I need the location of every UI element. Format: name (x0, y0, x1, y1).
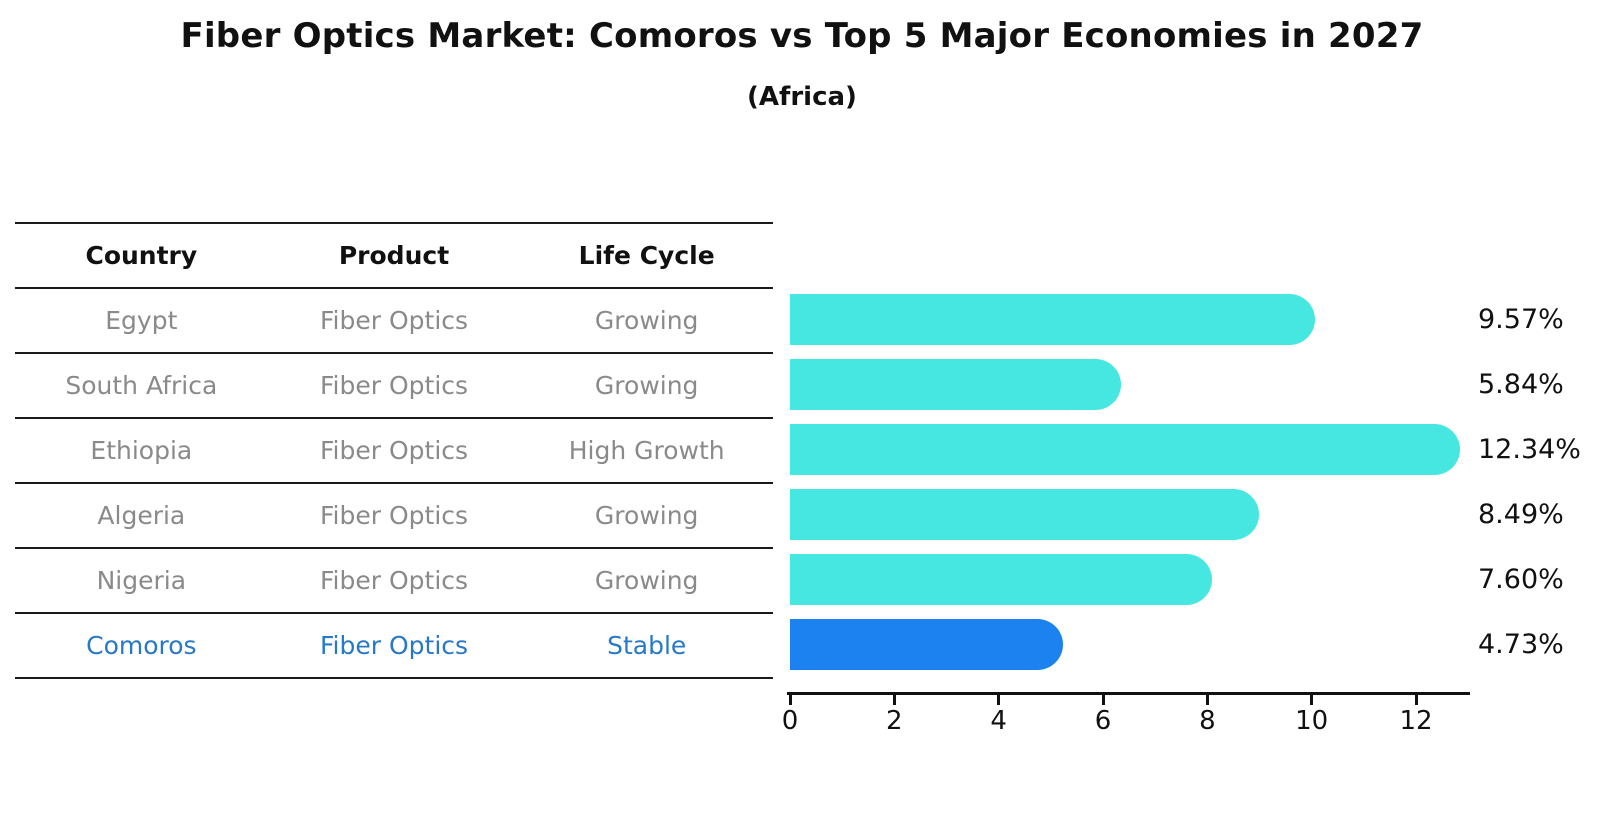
column-header-life-cycle: Life Cycle (578, 241, 715, 270)
table-header-row: Country Product Life Cycle (15, 224, 773, 289)
bar-value-label: 8.49% (1478, 498, 1564, 530)
bar-value-label: 4.73% (1478, 628, 1564, 660)
x-axis-tick (1205, 695, 1209, 705)
table-cell-life-cycle: High Growth (568, 436, 725, 465)
table-row: Algeria Fiber Optics Growing (15, 484, 773, 549)
bar-value-label: 5.84% (1478, 368, 1564, 400)
bar (790, 359, 1121, 410)
column-header-country: Country (85, 241, 198, 270)
x-axis-tick (1101, 695, 1105, 705)
bar-value-label: 12.34% (1478, 433, 1581, 465)
table-cell-product: Fiber Optics (319, 306, 469, 335)
table-cell-product: Fiber Optics (319, 631, 469, 660)
table-cell-country: Egypt (105, 306, 178, 335)
table-row: South Africa Fiber Optics Growing (15, 354, 773, 419)
table-row: Comoros Fiber Optics Stable (15, 614, 773, 679)
x-axis-line (787, 692, 1470, 695)
table-cell-country: Comoros (86, 631, 197, 660)
bar-value-label: 9.57% (1478, 303, 1564, 335)
x-axis-tick-label: 2 (886, 706, 903, 736)
bar (790, 294, 1316, 345)
bar-value-label: 7.60% (1478, 563, 1564, 595)
comparison-table: Country Product Life Cycle Egypt Fiber Op… (15, 222, 773, 679)
chart-title: Fiber Optics Market: Comoros vs Top 5 Ma… (180, 16, 1424, 56)
table-cell-product: Fiber Optics (319, 501, 469, 530)
column-header-product: Product (338, 241, 450, 270)
table-cell-life-cycle: Growing (594, 371, 699, 400)
table-row: Ethiopia Fiber Optics High Growth (15, 419, 773, 484)
x-axis-tick (892, 695, 896, 705)
table-cell-country: Nigeria (96, 566, 187, 595)
bar (790, 489, 1259, 540)
x-axis-tick (788, 695, 792, 705)
table-cell-life-cycle: Stable (607, 631, 687, 660)
table-cell-life-cycle: Growing (594, 501, 699, 530)
bar (790, 424, 1460, 475)
x-axis-tick-label: 12 (1399, 706, 1433, 736)
table-cell-country: Algeria (97, 501, 186, 530)
table-row: Nigeria Fiber Optics Growing (15, 549, 773, 614)
table-cell-life-cycle: Growing (594, 566, 699, 595)
x-axis-tick-label: 0 (781, 706, 799, 736)
table-row: Egypt Fiber Optics Growing (15, 289, 773, 354)
x-axis-tick (1310, 695, 1314, 705)
x-axis-tick-label: 8 (1199, 706, 1216, 736)
bar (790, 554, 1213, 605)
table-cell-product: Fiber Optics (319, 436, 469, 465)
table-cell-product: Fiber Optics (319, 371, 469, 400)
x-axis-tick-label: 6 (1094, 706, 1112, 736)
bar-highlighted (790, 619, 1063, 670)
x-axis-tick (997, 695, 1001, 705)
table-cell-product: Fiber Optics (319, 566, 469, 595)
table-cell-life-cycle: Growing (594, 306, 699, 335)
table-cell-country: South Africa (65, 371, 218, 400)
chart-subtitle: (Africa) (747, 82, 857, 112)
table-cell-country: Ethiopia (90, 436, 193, 465)
comparison-table-body: Egypt Fiber Optics Growing South Africa Fibe… (15, 289, 773, 679)
x-axis-tick-label: 10 (1295, 706, 1329, 736)
x-axis-tick (1414, 695, 1418, 705)
x-axis-tick-label: 4 (990, 706, 1007, 736)
